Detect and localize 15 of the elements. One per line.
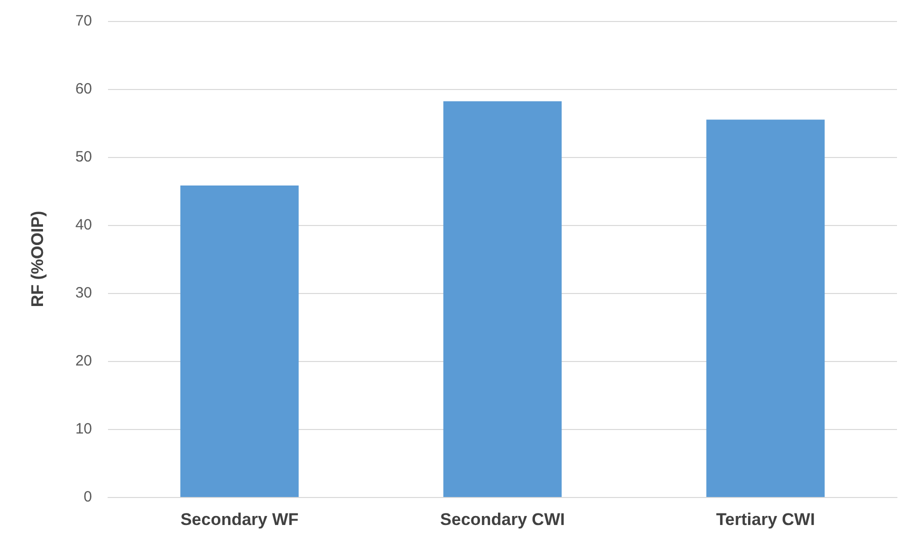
bar: [180, 186, 299, 497]
x-tick-label: Secondary CWI: [440, 510, 565, 529]
y-tick-label: 0: [84, 488, 92, 506]
y-tick-label: 70: [75, 12, 92, 30]
x-tick-label: Secondary WF: [180, 510, 299, 529]
y-tick-label: 40: [75, 216, 92, 234]
y-tick-label: 30: [75, 284, 92, 302]
y-tick-label: 60: [75, 80, 92, 98]
y-tick-label: 50: [75, 148, 92, 166]
y-axis-title: RF (%OOIP): [28, 210, 47, 308]
bar: [443, 101, 562, 497]
x-tick-label: Tertiary CWI: [716, 510, 815, 529]
y-tick-label: 20: [75, 352, 92, 370]
y-tick-label: 10: [75, 420, 92, 438]
bar: [706, 120, 825, 497]
